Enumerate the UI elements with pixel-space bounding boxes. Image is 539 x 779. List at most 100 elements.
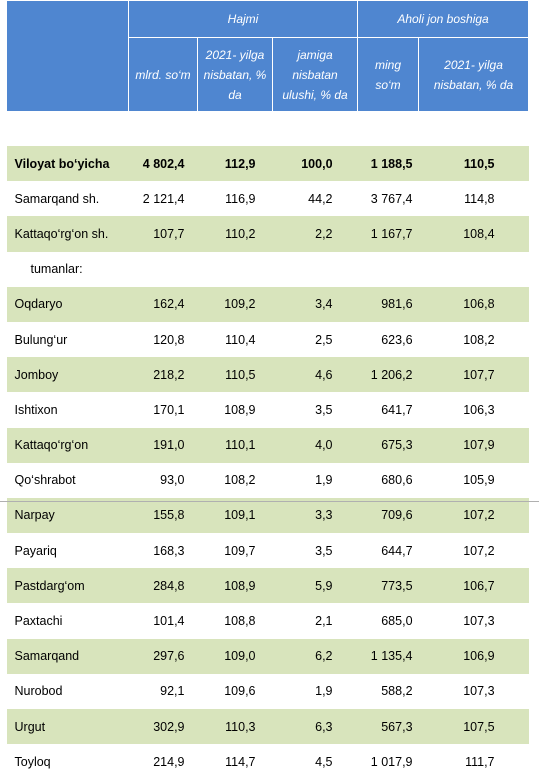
table-row: tumanlar: bbox=[7, 252, 529, 287]
cell-value: 2,2 bbox=[273, 216, 358, 251]
cell-value: 1 135,4 bbox=[358, 639, 419, 674]
cell-value: 981,6 bbox=[358, 287, 419, 322]
cell-value: 107,9 bbox=[419, 428, 529, 463]
cell-value: 108,2 bbox=[419, 322, 529, 357]
column-header: jamiga nisbatan ulushi, % da bbox=[273, 38, 358, 112]
cell-value: 107,7 bbox=[419, 357, 529, 392]
cell-value: 107,7 bbox=[129, 216, 198, 251]
cell-value: 1 206,2 bbox=[358, 357, 419, 392]
cell-value: 109,7 bbox=[198, 533, 273, 568]
row-label: tumanlar: bbox=[7, 252, 129, 287]
column-header: mlrd. so‘m bbox=[129, 38, 198, 112]
cell-value: 101,4 bbox=[129, 603, 198, 638]
cell-value: 3,5 bbox=[273, 533, 358, 568]
cell-value: 4,6 bbox=[273, 357, 358, 392]
cell-value: 773,5 bbox=[358, 568, 419, 603]
row-label: Jomboy bbox=[7, 357, 129, 392]
cell-value: 4,0 bbox=[273, 428, 358, 463]
cell-value: 5,9 bbox=[273, 568, 358, 603]
cell-value: 2,5 bbox=[273, 322, 358, 357]
cell-value: 107,2 bbox=[419, 498, 529, 533]
cell-value bbox=[419, 252, 529, 287]
cell-value: 4 802,4 bbox=[129, 146, 198, 181]
cell-value: 112,9 bbox=[198, 146, 273, 181]
row-label: Oqdaryo bbox=[7, 287, 129, 322]
cell-value: 2 121,4 bbox=[129, 181, 198, 216]
row-label: Urgut bbox=[7, 709, 129, 744]
cell-value: 2,1 bbox=[273, 603, 358, 638]
cell-value: 162,4 bbox=[129, 287, 198, 322]
row-label: Ishtixon bbox=[7, 392, 129, 427]
cell-value: 709,6 bbox=[358, 498, 419, 533]
cell-value: 3,5 bbox=[273, 392, 358, 427]
cell-value: 110,4 bbox=[198, 322, 273, 357]
cell-value: 106,9 bbox=[419, 639, 529, 674]
row-label: Nurobod bbox=[7, 674, 129, 709]
cell-value: 108,9 bbox=[198, 568, 273, 603]
cell-value: 6,3 bbox=[273, 709, 358, 744]
cell-value: 641,7 bbox=[358, 392, 419, 427]
page-break bbox=[0, 501, 539, 502]
cell-value: 685,0 bbox=[358, 603, 419, 638]
cell-value: 109,2 bbox=[198, 287, 273, 322]
cell-value: 4,5 bbox=[273, 744, 358, 779]
cell-value: 168,3 bbox=[129, 533, 198, 568]
group-header: Aholi jon boshiga bbox=[358, 1, 529, 38]
cell-value: 644,7 bbox=[358, 533, 419, 568]
row-label: Samarqand bbox=[7, 639, 129, 674]
cell-value: 114,7 bbox=[198, 744, 273, 779]
cell-value: 155,8 bbox=[129, 498, 198, 533]
cell-value: 109,1 bbox=[198, 498, 273, 533]
table: Hajmi Aholi jon boshiga mlrd. so‘m 2021-… bbox=[6, 0, 529, 779]
cell-value: 114,8 bbox=[419, 181, 529, 216]
row-label: Viloyat bo‘yicha bbox=[7, 146, 129, 181]
cell-value: 675,3 bbox=[358, 428, 419, 463]
row-label: Kattaqo‘rg‘on sh. bbox=[7, 216, 129, 251]
cell-value: 107,3 bbox=[419, 674, 529, 709]
cell-value: 110,1 bbox=[198, 428, 273, 463]
cell-value: 1 017,9 bbox=[358, 744, 419, 779]
row-label: Narpay bbox=[7, 498, 129, 533]
cell-value: 297,6 bbox=[129, 639, 198, 674]
cell-value: 623,6 bbox=[358, 322, 419, 357]
cell-value: 106,8 bbox=[419, 287, 529, 322]
cell-value: 110,2 bbox=[198, 216, 273, 251]
cell-value: 116,9 bbox=[198, 181, 273, 216]
row-label: Payariq bbox=[7, 533, 129, 568]
row-label: Qo‘shrabot bbox=[7, 463, 129, 498]
cell-value: 1 188,5 bbox=[358, 146, 419, 181]
cell-value: 110,3 bbox=[198, 709, 273, 744]
cell-value: 44,2 bbox=[273, 181, 358, 216]
cell-value: 1,9 bbox=[273, 463, 358, 498]
row-label: Pastdarg‘om bbox=[7, 568, 129, 603]
cell-value: 111,7 bbox=[419, 744, 529, 779]
cell-value: 1 167,7 bbox=[358, 216, 419, 251]
cell-value bbox=[198, 252, 273, 287]
cell-value: 109,6 bbox=[198, 674, 273, 709]
cell-value: 214,9 bbox=[129, 744, 198, 779]
cell-value: 105,9 bbox=[419, 463, 529, 498]
cell-value: 93,0 bbox=[129, 463, 198, 498]
cell-value: 110,5 bbox=[419, 146, 529, 181]
cell-value: 107,2 bbox=[419, 533, 529, 568]
cell-value: 191,0 bbox=[129, 428, 198, 463]
cell-value: 107,3 bbox=[419, 603, 529, 638]
cell-value: 107,5 bbox=[419, 709, 529, 744]
cell-value: 108,4 bbox=[419, 216, 529, 251]
cell-value: 6,2 bbox=[273, 639, 358, 674]
